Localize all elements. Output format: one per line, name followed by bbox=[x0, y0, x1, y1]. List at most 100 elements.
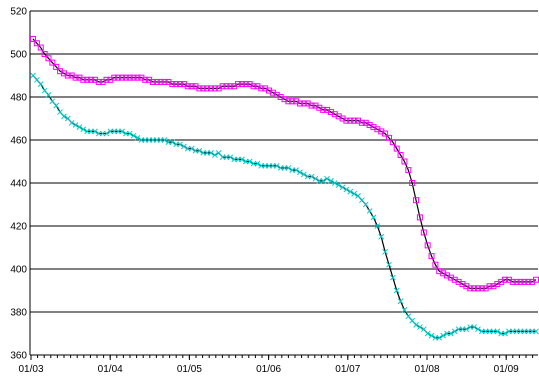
y-axis: 360 380 400 420 440 460 480 500 520 bbox=[10, 7, 31, 362]
series-2-point bbox=[208, 150, 214, 156]
y-tick-label: 480 bbox=[10, 93, 27, 104]
series-2-point bbox=[393, 287, 400, 294]
series-1-point bbox=[258, 85, 265, 92]
series-1-point bbox=[134, 74, 141, 81]
series-1-point bbox=[242, 81, 249, 88]
y-tick-label: 380 bbox=[10, 308, 27, 319]
series-1-point bbox=[285, 98, 292, 105]
series-1-point bbox=[153, 78, 160, 85]
series-1-point bbox=[289, 98, 296, 105]
series-1-point bbox=[149, 78, 156, 85]
series-2-point bbox=[212, 152, 218, 158]
series-2-point bbox=[312, 175, 319, 182]
series-2-point bbox=[68, 119, 75, 126]
series-1-point bbox=[393, 145, 400, 152]
series-2-point bbox=[297, 169, 303, 176]
series-2-point bbox=[177, 141, 183, 148]
x-tick-label: 01/06 bbox=[256, 364, 281, 375]
series-1-point bbox=[45, 55, 52, 62]
series-2-point bbox=[424, 330, 431, 337]
series-1-point bbox=[196, 85, 203, 92]
series-2-point bbox=[397, 298, 404, 305]
series-1-point bbox=[308, 102, 315, 109]
series-1-point bbox=[173, 81, 180, 88]
series-1-point bbox=[300, 100, 307, 107]
series-2-point bbox=[436, 334, 443, 341]
series-1-point bbox=[211, 85, 218, 92]
series-1-point bbox=[118, 74, 125, 81]
series-1-point bbox=[389, 139, 396, 146]
series-1-point bbox=[88, 76, 95, 83]
series-2-point bbox=[273, 162, 280, 169]
series-1-point bbox=[204, 85, 211, 92]
series-2-point bbox=[324, 175, 330, 182]
x-tick-label: 01/07 bbox=[335, 364, 360, 375]
series-1-point bbox=[115, 74, 122, 81]
series-2-point bbox=[374, 223, 381, 229]
series-2-point bbox=[37, 81, 44, 87]
series-1-point bbox=[103, 76, 110, 83]
series-1-point bbox=[188, 83, 195, 90]
series-1-point bbox=[416, 214, 423, 221]
series-2-line bbox=[32, 75, 536, 339]
series-1-point bbox=[474, 285, 481, 292]
series-2-point bbox=[471, 324, 477, 330]
series-1-point bbox=[413, 197, 420, 204]
series-group bbox=[30, 35, 539, 341]
series-1-point bbox=[478, 285, 485, 292]
series-1-point bbox=[502, 276, 509, 283]
series-2-point bbox=[76, 124, 83, 130]
series-1-point bbox=[424, 242, 431, 249]
series-2-point bbox=[494, 328, 501, 335]
series-2-point bbox=[475, 326, 481, 333]
series-2-point bbox=[451, 328, 458, 335]
series-2-point bbox=[134, 134, 141, 141]
series-2-point bbox=[347, 188, 354, 195]
series-2-point bbox=[119, 128, 125, 135]
series-2-point bbox=[389, 274, 396, 281]
series-1-point bbox=[157, 78, 164, 85]
x-tick-label: 01/08 bbox=[414, 364, 439, 375]
series-2-point bbox=[533, 328, 539, 335]
series-1-point bbox=[53, 63, 60, 70]
y-tick-label: 400 bbox=[10, 265, 27, 276]
y-tick-label: 520 bbox=[10, 7, 27, 18]
series-1-point bbox=[525, 278, 532, 285]
series-1-point bbox=[200, 85, 207, 92]
series-1-point bbox=[513, 278, 520, 285]
series-1-point bbox=[223, 83, 230, 90]
series-1-point bbox=[401, 158, 408, 165]
series-1-point bbox=[385, 134, 392, 141]
series-1-point bbox=[428, 253, 435, 260]
series-2-point bbox=[440, 332, 446, 339]
series-1-point bbox=[382, 130, 389, 137]
y-tick-label: 440 bbox=[10, 179, 27, 190]
series-2-point bbox=[320, 177, 327, 184]
series-1-point bbox=[169, 81, 176, 88]
series-2-point bbox=[61, 113, 67, 120]
series-2-point bbox=[72, 122, 79, 128]
series-2-point bbox=[386, 261, 392, 268]
x-tick-label: 01/04 bbox=[98, 364, 123, 375]
series-2-point bbox=[351, 190, 357, 197]
series-2-point bbox=[300, 171, 307, 178]
series-1-point bbox=[161, 78, 168, 85]
series-2-point bbox=[370, 214, 377, 221]
series-1-point bbox=[41, 51, 48, 57]
series-2-point bbox=[181, 143, 187, 150]
series-2-point bbox=[428, 332, 435, 339]
series-2-point bbox=[308, 173, 315, 180]
series-1-point bbox=[95, 78, 102, 85]
series-2-point bbox=[335, 182, 342, 189]
series-1-point bbox=[351, 117, 358, 124]
series-2-point bbox=[285, 165, 292, 171]
series-1-point bbox=[517, 278, 524, 285]
series-1-point bbox=[420, 229, 427, 236]
series-1-point bbox=[130, 74, 137, 81]
series-1-point bbox=[521, 278, 528, 285]
series-1-point bbox=[37, 44, 44, 51]
series-1-point bbox=[72, 74, 79, 81]
series-2-point bbox=[53, 102, 60, 109]
